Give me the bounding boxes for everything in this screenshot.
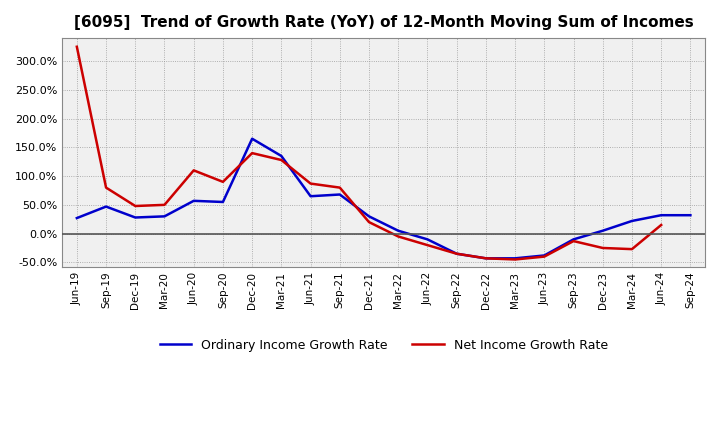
Net Income Growth Rate [219, 179, 228, 184]
Net Income Growth Rate [482, 256, 490, 261]
Ordinary Income Growth Rate [657, 213, 665, 218]
Ordinary Income Growth Rate [73, 216, 81, 221]
Ordinary Income Growth Rate [102, 204, 110, 209]
Ordinary Income Growth Rate [336, 192, 344, 197]
Net Income Growth Rate [73, 44, 81, 49]
Net Income Growth Rate [657, 222, 665, 227]
Net Income Growth Rate [277, 158, 286, 163]
Ordinary Income Growth Rate [248, 136, 256, 141]
Net Income Growth Rate [394, 234, 402, 239]
Ordinary Income Growth Rate [219, 199, 228, 205]
Ordinary Income Growth Rate [189, 198, 198, 203]
Net Income Growth Rate [510, 257, 519, 262]
Ordinary Income Growth Rate [628, 218, 636, 224]
Net Income Growth Rate [131, 203, 140, 209]
Line: Net Income Growth Rate: Net Income Growth Rate [77, 47, 661, 260]
Net Income Growth Rate [365, 220, 374, 225]
Net Income Growth Rate [189, 168, 198, 173]
Ordinary Income Growth Rate [598, 228, 607, 233]
Net Income Growth Rate [598, 246, 607, 251]
Net Income Growth Rate [102, 185, 110, 190]
Ordinary Income Growth Rate [131, 215, 140, 220]
Net Income Growth Rate [423, 242, 432, 248]
Net Income Growth Rate [570, 238, 578, 244]
Line: Ordinary Income Growth Rate: Ordinary Income Growth Rate [77, 139, 690, 258]
Ordinary Income Growth Rate [277, 154, 286, 159]
Legend: Ordinary Income Growth Rate, Net Income Growth Rate: Ordinary Income Growth Rate, Net Income … [155, 334, 613, 357]
Ordinary Income Growth Rate [686, 213, 695, 218]
Ordinary Income Growth Rate [540, 253, 549, 258]
Ordinary Income Growth Rate [510, 256, 519, 261]
Net Income Growth Rate [248, 150, 256, 156]
Ordinary Income Growth Rate [570, 237, 578, 242]
Ordinary Income Growth Rate [482, 256, 490, 261]
Net Income Growth Rate [306, 181, 315, 186]
Ordinary Income Growth Rate [394, 228, 402, 233]
Title: [6095]  Trend of Growth Rate (YoY) of 12-Month Moving Sum of Incomes: [6095] Trend of Growth Rate (YoY) of 12-… [73, 15, 693, 30]
Net Income Growth Rate [160, 202, 168, 208]
Net Income Growth Rate [628, 246, 636, 252]
Net Income Growth Rate [452, 251, 461, 257]
Ordinary Income Growth Rate [452, 251, 461, 257]
Ordinary Income Growth Rate [365, 214, 374, 219]
Net Income Growth Rate [540, 254, 549, 259]
Net Income Growth Rate [336, 185, 344, 190]
Ordinary Income Growth Rate [423, 237, 432, 242]
Ordinary Income Growth Rate [306, 194, 315, 199]
Ordinary Income Growth Rate [160, 214, 168, 219]
